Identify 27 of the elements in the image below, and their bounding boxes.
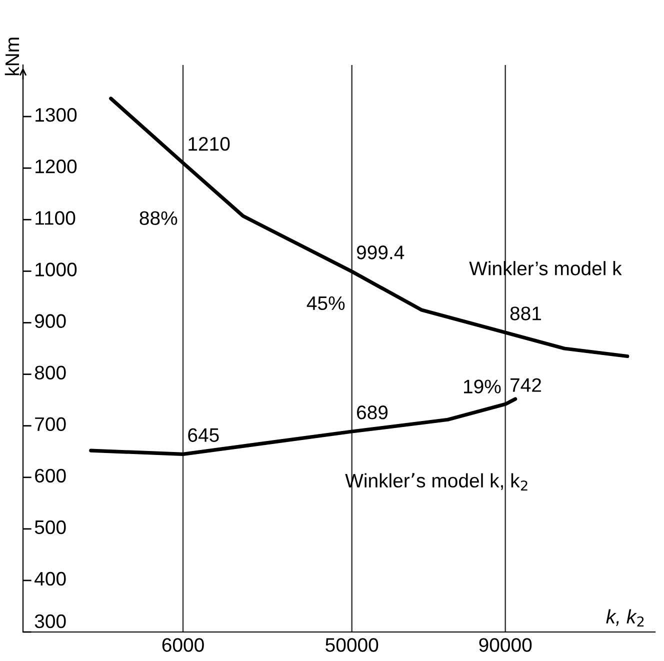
y-tick-label: 1000 [36, 262, 77, 276]
y-tick-label: 600 [35, 468, 66, 483]
annotation: 19% [464, 380, 501, 394]
line-series [109, 96, 630, 358]
y-tick-label: 400 [34, 572, 66, 586]
y-tick-label: 1300 [36, 108, 77, 122]
annotation: 645 [188, 428, 219, 442]
y-tick-label: 500 [34, 520, 66, 534]
annotation: 45% [306, 296, 345, 310]
y-tick-label: 700 [35, 417, 66, 432]
x-tick-label: 50000 [326, 638, 378, 652]
x-axis-title: k, k$_{2}$ [606, 609, 644, 627]
y-axis-title: kNm [4, 38, 19, 76]
x-tick-label: 6000 [162, 638, 204, 652]
y-tick-label: 300 [34, 614, 66, 628]
line-series [89, 397, 518, 456]
y-tick-label: 1100 [36, 211, 76, 225]
y-tick-label: 900 [35, 314, 66, 328]
annotation: 999.4 [356, 246, 404, 260]
annotation: 88% [140, 211, 178, 226]
annotation: 881 [510, 306, 542, 320]
annotation: 689 [357, 406, 388, 420]
y-tick-label: 800 [34, 366, 66, 380]
x-tick-label: 90000 [479, 638, 532, 652]
annotation: 1210 [188, 136, 230, 151]
y-tick-label: 1200 [36, 160, 77, 174]
annotation: 742 [510, 378, 541, 392]
